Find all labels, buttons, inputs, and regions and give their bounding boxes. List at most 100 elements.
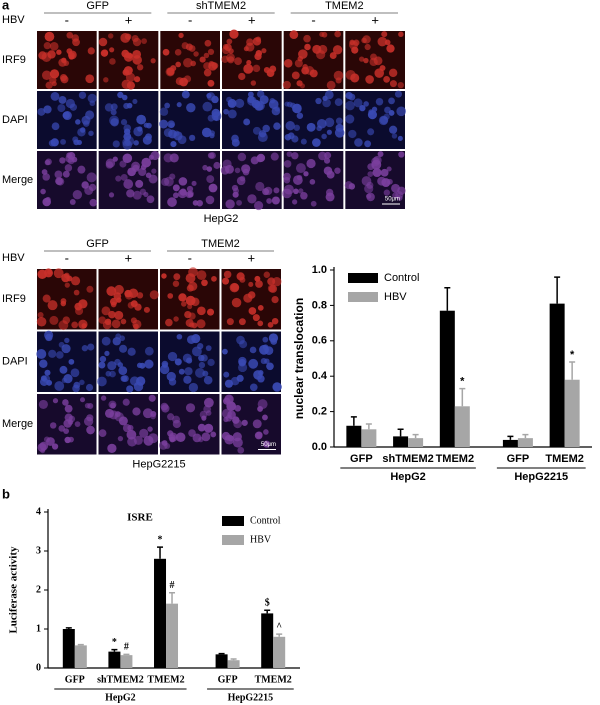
cell-nucleus [123, 124, 132, 132]
x-tick-label: TMEM2 [545, 453, 584, 465]
cell-nucleus [247, 194, 257, 204]
cell-nucleus [263, 440, 271, 448]
cell-nucleus [72, 38, 80, 47]
cell-nucleus [76, 139, 82, 146]
cell-nucleus [185, 273, 196, 283]
cell-nucleus [85, 383, 94, 392]
cell-nucleus [210, 431, 217, 438]
significance-marker: $ [265, 598, 270, 609]
cell-nucleus [71, 321, 79, 329]
scale-bar-label: 50μm [385, 197, 400, 203]
cell-nucleus [166, 67, 175, 76]
y-tick-label: 1.0 [312, 264, 327, 276]
cell-nucleus [147, 426, 153, 432]
row-label: IRF9 [2, 54, 26, 66]
significance-marker: * [570, 349, 575, 361]
cell-nucleus [122, 153, 133, 164]
cell-nucleus [56, 351, 64, 359]
cell-nucleus [64, 436, 71, 444]
cell-nucleus [306, 158, 316, 169]
row-label: IRF9 [2, 293, 26, 305]
cell-nucleus [134, 303, 142, 311]
cell-nucleus [268, 284, 278, 293]
cell-nucleus [263, 67, 270, 74]
cell-nucleus [134, 76, 141, 83]
cell-nucleus [188, 382, 199, 393]
cell-nucleus [174, 49, 182, 56]
cell-nucleus [361, 176, 372, 186]
cell-nucleus [88, 183, 97, 192]
cell-nucleus [168, 122, 175, 128]
cell-nucleus [211, 62, 219, 70]
cell-nucleus [62, 111, 70, 119]
cell-nucleus [291, 135, 299, 143]
cell-nucleus [70, 368, 80, 378]
cell-nucleus [127, 167, 136, 177]
cell-nucleus [109, 115, 120, 126]
cell-nucleus [164, 102, 171, 109]
cell-nucleus [254, 200, 264, 211]
cell-nucleus [176, 333, 183, 340]
cell-nucleus [126, 429, 137, 440]
cell-nucleus [44, 31, 55, 42]
cell-nucleus [247, 91, 254, 98]
cell-nucleus [391, 183, 400, 193]
cell-nucleus [54, 170, 63, 179]
cell-nucleus [132, 49, 142, 59]
group-label: HepG2 [390, 471, 425, 483]
cell-nucleus [115, 175, 122, 182]
cell-nucleus [109, 47, 115, 53]
cell-nucleus [188, 281, 198, 291]
cell-nucleus [234, 404, 242, 412]
cell-nucleus [149, 290, 159, 300]
cell-nucleus [367, 110, 378, 120]
cell-nucleus [107, 443, 117, 453]
cell-nucleus [316, 125, 322, 132]
cell-nucleus [293, 124, 300, 131]
cell-nucleus [66, 31, 74, 39]
cell-nucleus [179, 188, 187, 196]
cell-nucleus [64, 164, 73, 172]
cell-nucleus [167, 293, 174, 299]
cell-nucleus [366, 193, 372, 199]
cell-nucleus [236, 176, 246, 186]
cell-nucleus [187, 303, 193, 310]
cell-nucleus [262, 414, 268, 421]
cell-nucleus [123, 66, 133, 76]
cell-nucleus [175, 61, 181, 68]
cell-nucleus [389, 80, 397, 88]
cell-nucleus [172, 192, 179, 199]
cell-nucleus [271, 317, 279, 325]
cell-nucleus [364, 140, 372, 148]
error-bar [412, 433, 419, 439]
cell-nucleus [248, 358, 259, 369]
cell-nucleus [46, 379, 53, 386]
cell-nucleus [64, 404, 73, 413]
cell-nucleus [203, 68, 212, 77]
cell-nucleus [198, 361, 206, 369]
cell-nucleus [286, 151, 293, 157]
cell-nucleus [79, 397, 86, 403]
cell-nucleus [59, 157, 66, 164]
cell-nucleus [56, 177, 65, 186]
cell-nucleus [183, 75, 192, 83]
sign-label: + [248, 12, 256, 27]
cell-nucleus [105, 370, 112, 377]
cell-nucleus [132, 37, 142, 47]
cell-nucleus [386, 166, 392, 172]
cell-nucleus [42, 294, 51, 303]
cell-nucleus [243, 63, 254, 74]
cell-nucleus [373, 56, 383, 66]
cell-nucleus [236, 272, 245, 281]
cell-nucleus [191, 346, 202, 357]
cell-nucleus [203, 62, 211, 70]
cell-nucleus [86, 425, 95, 435]
cell-nucleus [254, 52, 262, 61]
cell-nucleus [228, 48, 234, 54]
cell-nucleus [112, 337, 121, 346]
cell-nucleus [292, 103, 302, 114]
cell-nucleus [60, 75, 69, 84]
row-label: DAPI [2, 356, 28, 368]
x-tick-label: GFP [65, 674, 85, 685]
cell-nucleus [273, 122, 281, 130]
